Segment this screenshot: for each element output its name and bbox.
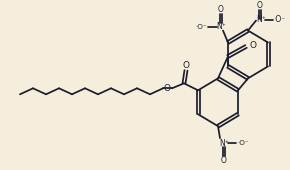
- Text: N⁺: N⁺: [219, 139, 229, 148]
- Text: O: O: [218, 5, 224, 14]
- Text: ·O⁻: ·O⁻: [273, 15, 285, 24]
- Text: N⁺: N⁺: [216, 22, 226, 31]
- Text: O: O: [257, 1, 263, 10]
- Text: O: O: [164, 84, 171, 93]
- Text: N⁺: N⁺: [256, 15, 266, 24]
- Text: ·O⁻: ·O⁻: [237, 140, 249, 146]
- Text: O: O: [182, 61, 189, 70]
- Text: ·O⁻: ·O⁻: [195, 24, 207, 30]
- Text: O: O: [221, 156, 227, 165]
- Text: O: O: [249, 41, 256, 50]
